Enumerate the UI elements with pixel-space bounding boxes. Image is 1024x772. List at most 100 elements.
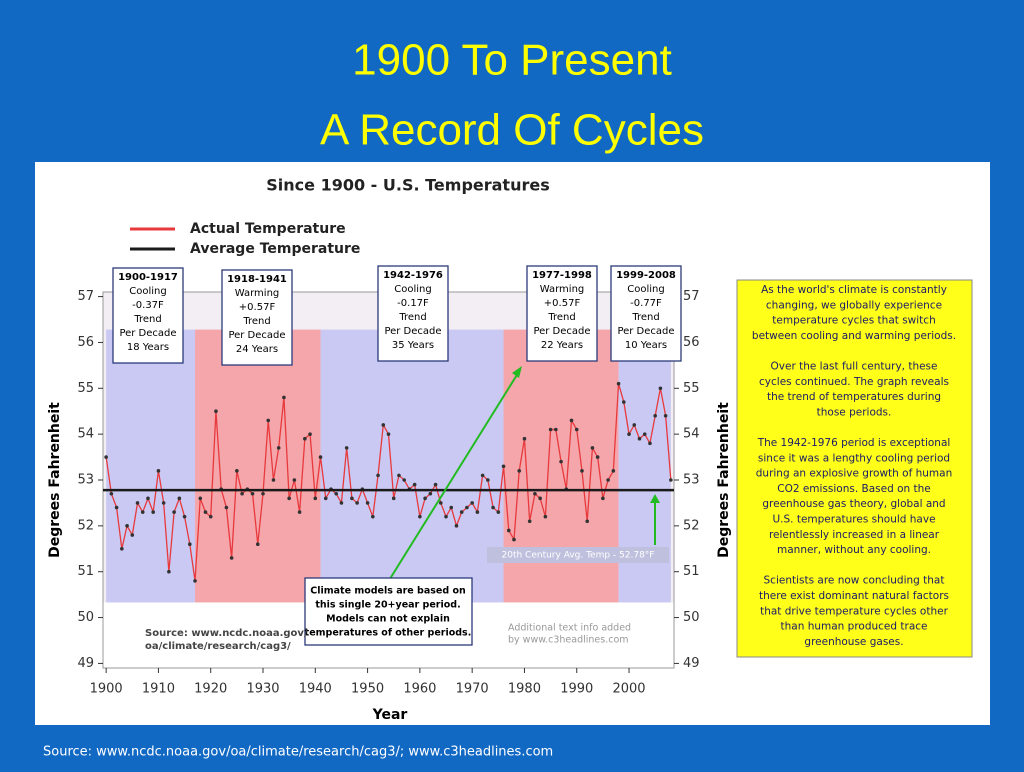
side-note: than human produced trace	[781, 621, 928, 633]
side-note: the trend of temperatures during	[767, 391, 941, 403]
x-tick-label: 2000	[612, 682, 645, 697]
period-text: Trend	[631, 312, 659, 323]
period-text: 10 Years	[625, 340, 667, 351]
arrow-head	[512, 366, 522, 378]
point	[313, 496, 318, 501]
period-text: Per Decade	[533, 326, 590, 337]
point	[418, 514, 422, 519]
point	[120, 546, 124, 551]
point	[512, 537, 516, 542]
period-text: Trend	[398, 312, 426, 323]
side-note: CO2 emissions. Based on the	[777, 483, 931, 495]
side-note: those periods.	[817, 406, 892, 418]
period-text: Warming	[540, 284, 585, 295]
point	[669, 478, 673, 482]
point	[590, 446, 595, 450]
y2-tick-label: 54	[683, 427, 700, 442]
point	[177, 496, 182, 501]
point	[423, 496, 427, 501]
credit: Additional text info added	[508, 623, 631, 634]
point	[130, 533, 135, 537]
point	[653, 414, 657, 418]
point	[318, 455, 323, 459]
point	[271, 478, 276, 482]
point	[438, 501, 443, 505]
x-tick-label: 1990	[560, 682, 593, 697]
point	[543, 514, 548, 519]
chart-source: oa/climate/research/cag3/	[145, 641, 291, 652]
point	[276, 446, 281, 450]
point	[444, 514, 448, 519]
side-note: greenhouse gases.	[804, 636, 903, 648]
y2-tick-label: 57	[683, 289, 700, 304]
point	[622, 400, 626, 404]
point	[506, 528, 511, 533]
period-text: Per Decade	[119, 328, 176, 339]
period-text: 1999-2008	[616, 270, 676, 281]
point	[454, 524, 459, 528]
point	[569, 418, 574, 423]
period-text: Per Decade	[617, 326, 674, 337]
period-band	[195, 329, 321, 603]
models-note: temperatures of other periods.	[305, 628, 472, 639]
point	[648, 441, 652, 446]
y-tick-label: 54	[77, 427, 94, 442]
point	[486, 478, 490, 482]
point	[580, 469, 584, 473]
period-text: 1918-1941	[227, 274, 287, 285]
point	[381, 423, 386, 427]
models-note: Models can not explain	[326, 614, 450, 625]
point	[208, 514, 213, 519]
credit: by www.c3headlines.com	[508, 635, 629, 646]
point	[616, 381, 621, 386]
side-note-box	[736, 279, 973, 658]
point	[491, 505, 495, 510]
point	[355, 501, 359, 505]
period-text: Per Decade	[228, 330, 285, 341]
point	[193, 579, 197, 583]
period-text: Trend	[242, 316, 270, 327]
x-tick-label: 1900	[90, 682, 123, 697]
point	[229, 556, 234, 560]
point	[135, 501, 140, 505]
point	[188, 542, 192, 546]
point	[114, 505, 119, 510]
legend-label: Average Temperature	[190, 241, 360, 257]
period-text: +0.57F	[544, 298, 581, 309]
point	[109, 491, 114, 496]
side-note: Over the last full century, these	[771, 361, 938, 373]
x-tick-label: 1910	[142, 682, 175, 697]
point	[470, 501, 474, 505]
point	[480, 473, 485, 478]
point	[224, 505, 229, 510]
period-text: Cooling	[627, 284, 664, 295]
point	[214, 409, 218, 414]
x-tick-label: 1980	[508, 682, 541, 697]
point	[376, 473, 380, 478]
y2-tick-label: 49	[683, 656, 700, 671]
period-box	[377, 265, 449, 362]
period-text: -0.77F	[630, 298, 662, 309]
point	[496, 510, 501, 514]
models-note: Climate models are based on	[310, 586, 466, 597]
side-note: As the world's climate is constantly	[761, 284, 947, 296]
period-box	[112, 267, 184, 364]
period-box	[221, 269, 293, 366]
period-text: Cooling	[394, 284, 431, 295]
point	[235, 469, 239, 473]
point	[261, 491, 265, 496]
y2-tick-label: 50	[683, 610, 700, 625]
side-note: cycles continued. The graph reveals	[759, 376, 949, 388]
x-tick-label: 1960	[403, 682, 436, 697]
point	[365, 501, 370, 505]
source: Source: www.ncdc.noaa.gov/oa/climate/res…	[43, 745, 553, 760]
point	[663, 414, 668, 418]
point	[282, 395, 286, 400]
side-note: greenhouse gas theory, global and	[762, 498, 945, 510]
point	[297, 510, 302, 514]
side-note: since it was a lengthy cooling period	[758, 452, 950, 464]
arrow	[387, 369, 521, 583]
point	[517, 469, 522, 473]
x-tick-label: 1940	[299, 682, 332, 697]
